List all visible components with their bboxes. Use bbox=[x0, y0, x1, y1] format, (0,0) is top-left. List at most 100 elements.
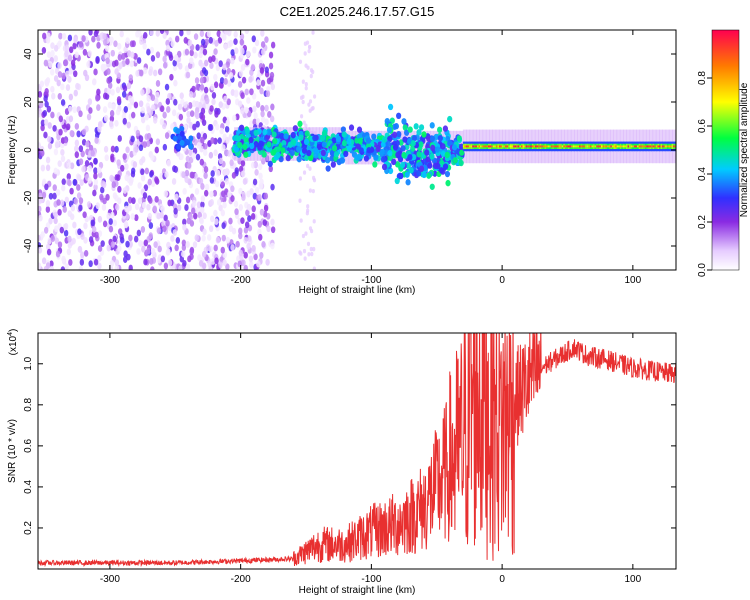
heatmap-cell bbox=[45, 243, 51, 251]
heatmap-cell bbox=[240, 92, 245, 99]
heatmap-cell bbox=[86, 113, 92, 121]
heatmap-cell bbox=[341, 140, 347, 147]
heatmap-cell bbox=[193, 172, 199, 180]
heatmap-cell bbox=[117, 197, 122, 205]
heatmap-cell bbox=[304, 130, 310, 137]
heatmap-cell bbox=[38, 107, 43, 115]
heatmap-cell bbox=[179, 92, 184, 100]
heatmap-cell bbox=[76, 130, 81, 138]
heatmap-cell bbox=[440, 150, 446, 158]
heatmap-cell bbox=[267, 160, 273, 167]
heatmap-cell bbox=[270, 218, 275, 226]
heatmap-cell bbox=[394, 177, 400, 185]
heatmap-cell bbox=[136, 229, 142, 237]
heatmap-cell bbox=[633, 145, 637, 148]
heatmap-cell bbox=[392, 143, 399, 151]
heatmap-cell bbox=[112, 192, 118, 200]
heatmap-cell bbox=[209, 62, 214, 70]
heatmap-cell bbox=[43, 59, 49, 67]
heatmap-cell bbox=[191, 207, 196, 215]
heatmap-cell bbox=[397, 150, 403, 157]
heatmap-cell bbox=[78, 41, 84, 48]
heatmap-cell bbox=[256, 79, 261, 87]
heatmap-cell bbox=[223, 78, 228, 85]
heatmap-cell bbox=[255, 118, 261, 125]
heatmap-cell bbox=[160, 105, 165, 113]
y-tick-label: 40 bbox=[23, 48, 34, 60]
heatmap-cell bbox=[307, 48, 311, 54]
heatmap-cell bbox=[673, 145, 676, 148]
heatmap-cell bbox=[668, 145, 671, 148]
heatmap-cell bbox=[503, 145, 506, 148]
heatmap-cell bbox=[649, 145, 652, 148]
heatmap-cell bbox=[102, 32, 107, 40]
heatmap-cell bbox=[129, 60, 135, 68]
heatmap-cell bbox=[429, 183, 435, 190]
heatmap-cell bbox=[308, 188, 312, 193]
heatmap-cell bbox=[312, 266, 316, 270]
heatmap-cell bbox=[335, 135, 342, 143]
heatmap-cell bbox=[100, 240, 105, 248]
heatmap-cell bbox=[207, 124, 213, 131]
heatmap-cell bbox=[222, 33, 227, 41]
heatmap-cell bbox=[357, 137, 363, 145]
heatmap-cell bbox=[93, 183, 98, 191]
heatmap-cell bbox=[234, 89, 239, 97]
heatmap-cell bbox=[223, 95, 228, 103]
heatmap-cell bbox=[65, 70, 70, 78]
heatmap-cell bbox=[195, 112, 200, 120]
heatmap-cell bbox=[230, 185, 235, 193]
heatmap-cell bbox=[574, 145, 577, 148]
heatmap-cell bbox=[538, 145, 541, 148]
heatmap-cell bbox=[117, 185, 122, 193]
heatmap-cell bbox=[103, 114, 109, 122]
heatmap-cell bbox=[250, 63, 256, 71]
heatmap-cell bbox=[444, 151, 450, 159]
y-tick-label: 0.2 bbox=[23, 521, 34, 535]
heatmap-cell bbox=[171, 178, 177, 185]
heatmap-cell bbox=[88, 236, 94, 243]
heatmap-cell bbox=[171, 109, 177, 117]
heatmap-cell bbox=[245, 50, 251, 58]
heatmap-cell bbox=[140, 168, 145, 176]
heatmap-cell bbox=[179, 30, 184, 37]
heatmap-cell bbox=[102, 220, 108, 228]
heatmap-cell bbox=[400, 161, 406, 169]
heatmap-cell bbox=[129, 176, 134, 184]
y-tick-label: 0 bbox=[23, 147, 34, 153]
heatmap-cell bbox=[101, 204, 107, 211]
heatmap-cell bbox=[40, 124, 45, 132]
heatmap-cell bbox=[184, 48, 190, 56]
heatmap-cell bbox=[613, 145, 616, 148]
heatmap-cell bbox=[172, 229, 178, 236]
heatmap-cell bbox=[91, 35, 96, 43]
heatmap-cell bbox=[380, 156, 387, 163]
heatmap-cell bbox=[97, 215, 103, 223]
snr-ylabel: SNR (10 * v/v) bbox=[7, 419, 18, 483]
heatmap-cell bbox=[237, 81, 243, 88]
heatmap-cell bbox=[50, 68, 55, 76]
heatmap-cell bbox=[244, 88, 249, 96]
heatmap-cell bbox=[596, 145, 599, 148]
heatmap-cell bbox=[166, 159, 172, 167]
heatmap-cell bbox=[151, 104, 156, 112]
heatmap-cell bbox=[552, 145, 555, 148]
heatmap-cell bbox=[199, 30, 205, 38]
heatmap-cell bbox=[45, 156, 51, 164]
heatmap-cell bbox=[550, 145, 553, 148]
heatmap-cell bbox=[96, 104, 101, 111]
heatmap-cell bbox=[149, 30, 154, 37]
heatmap-cell bbox=[93, 178, 99, 186]
heatmap-cell bbox=[430, 144, 436, 152]
heatmap-cell bbox=[230, 244, 235, 251]
heatmap-cell bbox=[94, 231, 99, 239]
heatmap-cell bbox=[178, 265, 183, 270]
heatmap-cell bbox=[214, 39, 219, 47]
heatmap-cell bbox=[272, 137, 278, 145]
heatmap-cell bbox=[304, 82, 308, 87]
heatmap-cell bbox=[147, 212, 153, 220]
heatmap-cell bbox=[41, 46, 47, 54]
heatmap-cell bbox=[641, 145, 644, 148]
heatmap-cell bbox=[113, 40, 118, 48]
heatmap-cell bbox=[61, 184, 66, 192]
